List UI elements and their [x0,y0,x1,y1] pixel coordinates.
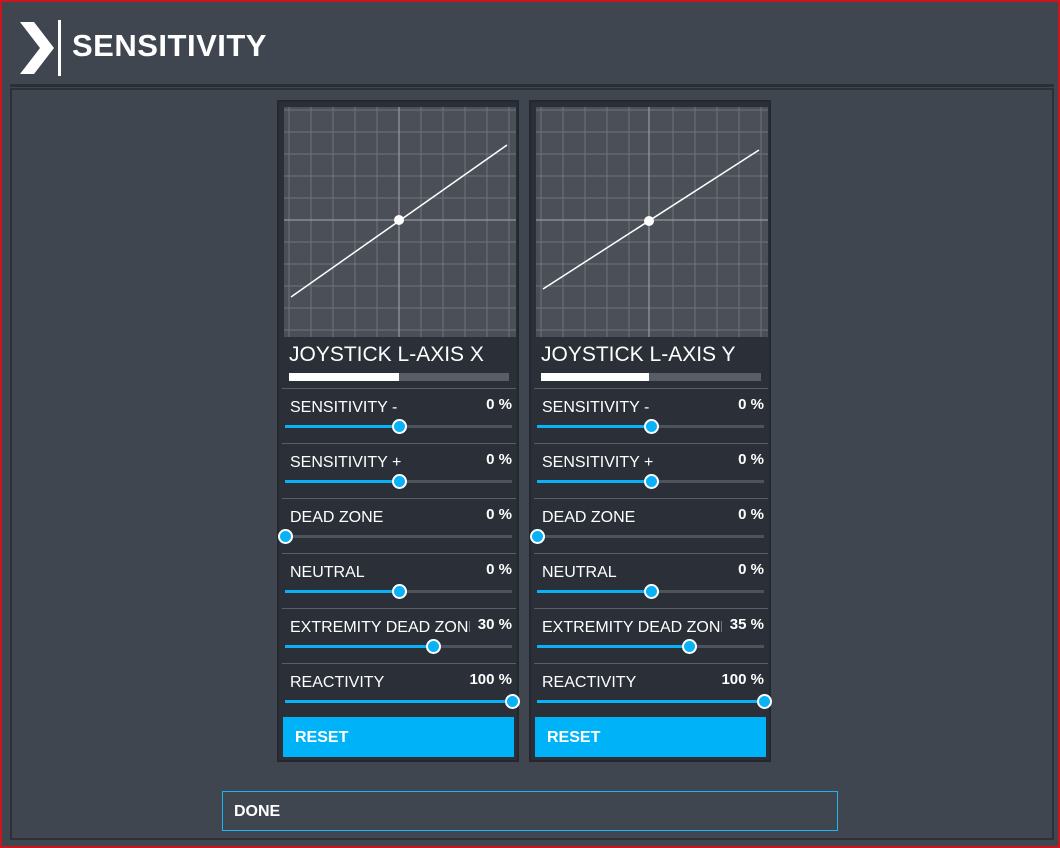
axis-panel-y: JOYSTICK L-AXIS Y SENSITIVITY - 0 % SENS… [529,100,772,762]
axis-name: JOYSTICK L-AXIS Y [541,343,736,366]
setting-label: DEAD ZONE [542,509,636,526]
setting-row-reactivity: REACTIVITY 100 % [534,663,772,717]
setting-row-reactivity: REACTIVITY 100 % [282,663,520,717]
axis-input-bar [289,373,509,381]
setting-value: 0 % [735,451,764,468]
chevron-right-logo-icon [20,22,54,74]
setting-label: NEUTRAL [542,564,617,581]
slider-handle[interactable] [530,529,545,544]
setting-value: 0 % [483,396,512,413]
page-title: SENSITIVITY [72,28,267,63]
sensitivity-minus-slider[interactable] [285,419,512,434]
sensitivity-curve-graph [536,107,768,337]
current-position-dot [644,216,654,226]
setting-row-sensitivity-minus: SENSITIVITY - 0 % [282,388,516,442]
sensitivity-curve-graph [284,107,516,337]
axis-name: JOYSTICK L-AXIS X [289,343,484,366]
setting-value: 0 % [735,561,764,578]
slider-fill [285,645,433,648]
graph-grid [536,107,768,337]
setting-row-dead-zone: DEAD ZONE 0 % [530,498,768,552]
curve-graph-svg [536,107,768,337]
slider-fill [537,645,690,648]
setting-label: REACTIVITY [542,674,637,691]
axis-input-bar-fill [289,373,399,381]
reactivity-slider[interactable] [537,694,772,709]
setting-label: SENSITIVITY + [290,454,402,471]
slider-handle[interactable] [425,639,441,654]
setting-value: 0 % [735,506,764,523]
slider-fill [537,480,651,483]
setting-value: 35 % [726,616,764,633]
slider-handle[interactable] [643,419,659,434]
current-position-dot [394,215,404,225]
setting-value: 0 % [735,396,764,413]
slider-fill [285,590,399,593]
setting-value: 30 % [474,616,512,633]
slider-handle[interactable] [278,529,293,544]
setting-label: REACTIVITY [290,674,385,691]
setting-row-extremity-dead-zone: EXTREMITY DEAD ZONE 30 % [282,608,516,662]
slider-handle[interactable] [391,419,407,434]
setting-label: DEAD ZONE [290,509,384,526]
setting-label: NEUTRAL [290,564,365,581]
slider-handle[interactable] [391,474,407,489]
header-bar: SENSITIVITY [10,10,1054,87]
dead-zone-slider[interactable] [278,529,512,544]
slider-handle[interactable] [505,694,520,709]
slider-handle[interactable] [682,639,698,654]
setting-value: 100 % [718,671,764,688]
setting-value: 0 % [483,451,512,468]
setting-label: SENSITIVITY + [542,454,654,471]
done-button[interactable]: DONE [222,791,838,831]
sensitivity-minus-slider[interactable] [537,419,764,434]
slider-handle[interactable] [391,584,407,599]
sensitivity-plus-slider[interactable] [285,474,512,489]
extremity-dead-zone-slider[interactable] [537,639,764,654]
axis-input-bar-fill [541,373,649,381]
setting-row-dead-zone: DEAD ZONE 0 % [278,498,516,552]
neutral-slider[interactable] [285,584,512,599]
setting-value: 0 % [483,561,512,578]
reset-button[interactable]: RESET [283,717,514,757]
slider-fill [285,480,399,483]
extremity-dead-zone-slider[interactable] [285,639,512,654]
setting-value: 0 % [483,506,512,523]
neutral-slider[interactable] [537,584,764,599]
curve-graph-svg [284,107,516,337]
setting-row-sensitivity-plus: SENSITIVITY + 0 % [282,443,516,497]
setting-value: 100 % [466,671,512,688]
slider-fill [537,590,651,593]
axis-input-bar [541,373,761,381]
axis-panel-x: JOYSTICK L-AXIS X SENSITIVITY - 0 % SENS… [277,100,520,762]
header-separator [58,20,61,76]
setting-row-neutral: NEUTRAL 0 % [534,553,768,607]
slider-fill [285,425,399,428]
setting-row-sensitivity-plus: SENSITIVITY + 0 % [534,443,768,497]
setting-row-extremity-dead-zone: EXTREMITY DEAD ZONE 35 % [534,608,768,662]
setting-label: EXTREMITY DEAD ZONE [290,619,470,636]
setting-label: SENSITIVITY - [290,399,398,416]
setting-label: SENSITIVITY - [542,399,650,416]
slider-fill [537,700,764,703]
setting-label: EXTREMITY DEAD ZONE [542,619,722,636]
dead-zone-slider[interactable] [530,529,764,544]
graph-grid [284,107,516,337]
reactivity-slider[interactable] [285,694,520,709]
slider-handle[interactable] [643,474,659,489]
sensitivity-plus-slider[interactable] [537,474,764,489]
setting-row-sensitivity-minus: SENSITIVITY - 0 % [534,388,768,442]
slider-fill [537,425,651,428]
reset-button[interactable]: RESET [535,717,766,757]
setting-row-neutral: NEUTRAL 0 % [282,553,516,607]
slider-fill [285,700,512,703]
slider-handle[interactable] [643,584,659,599]
slider-handle[interactable] [757,694,772,709]
